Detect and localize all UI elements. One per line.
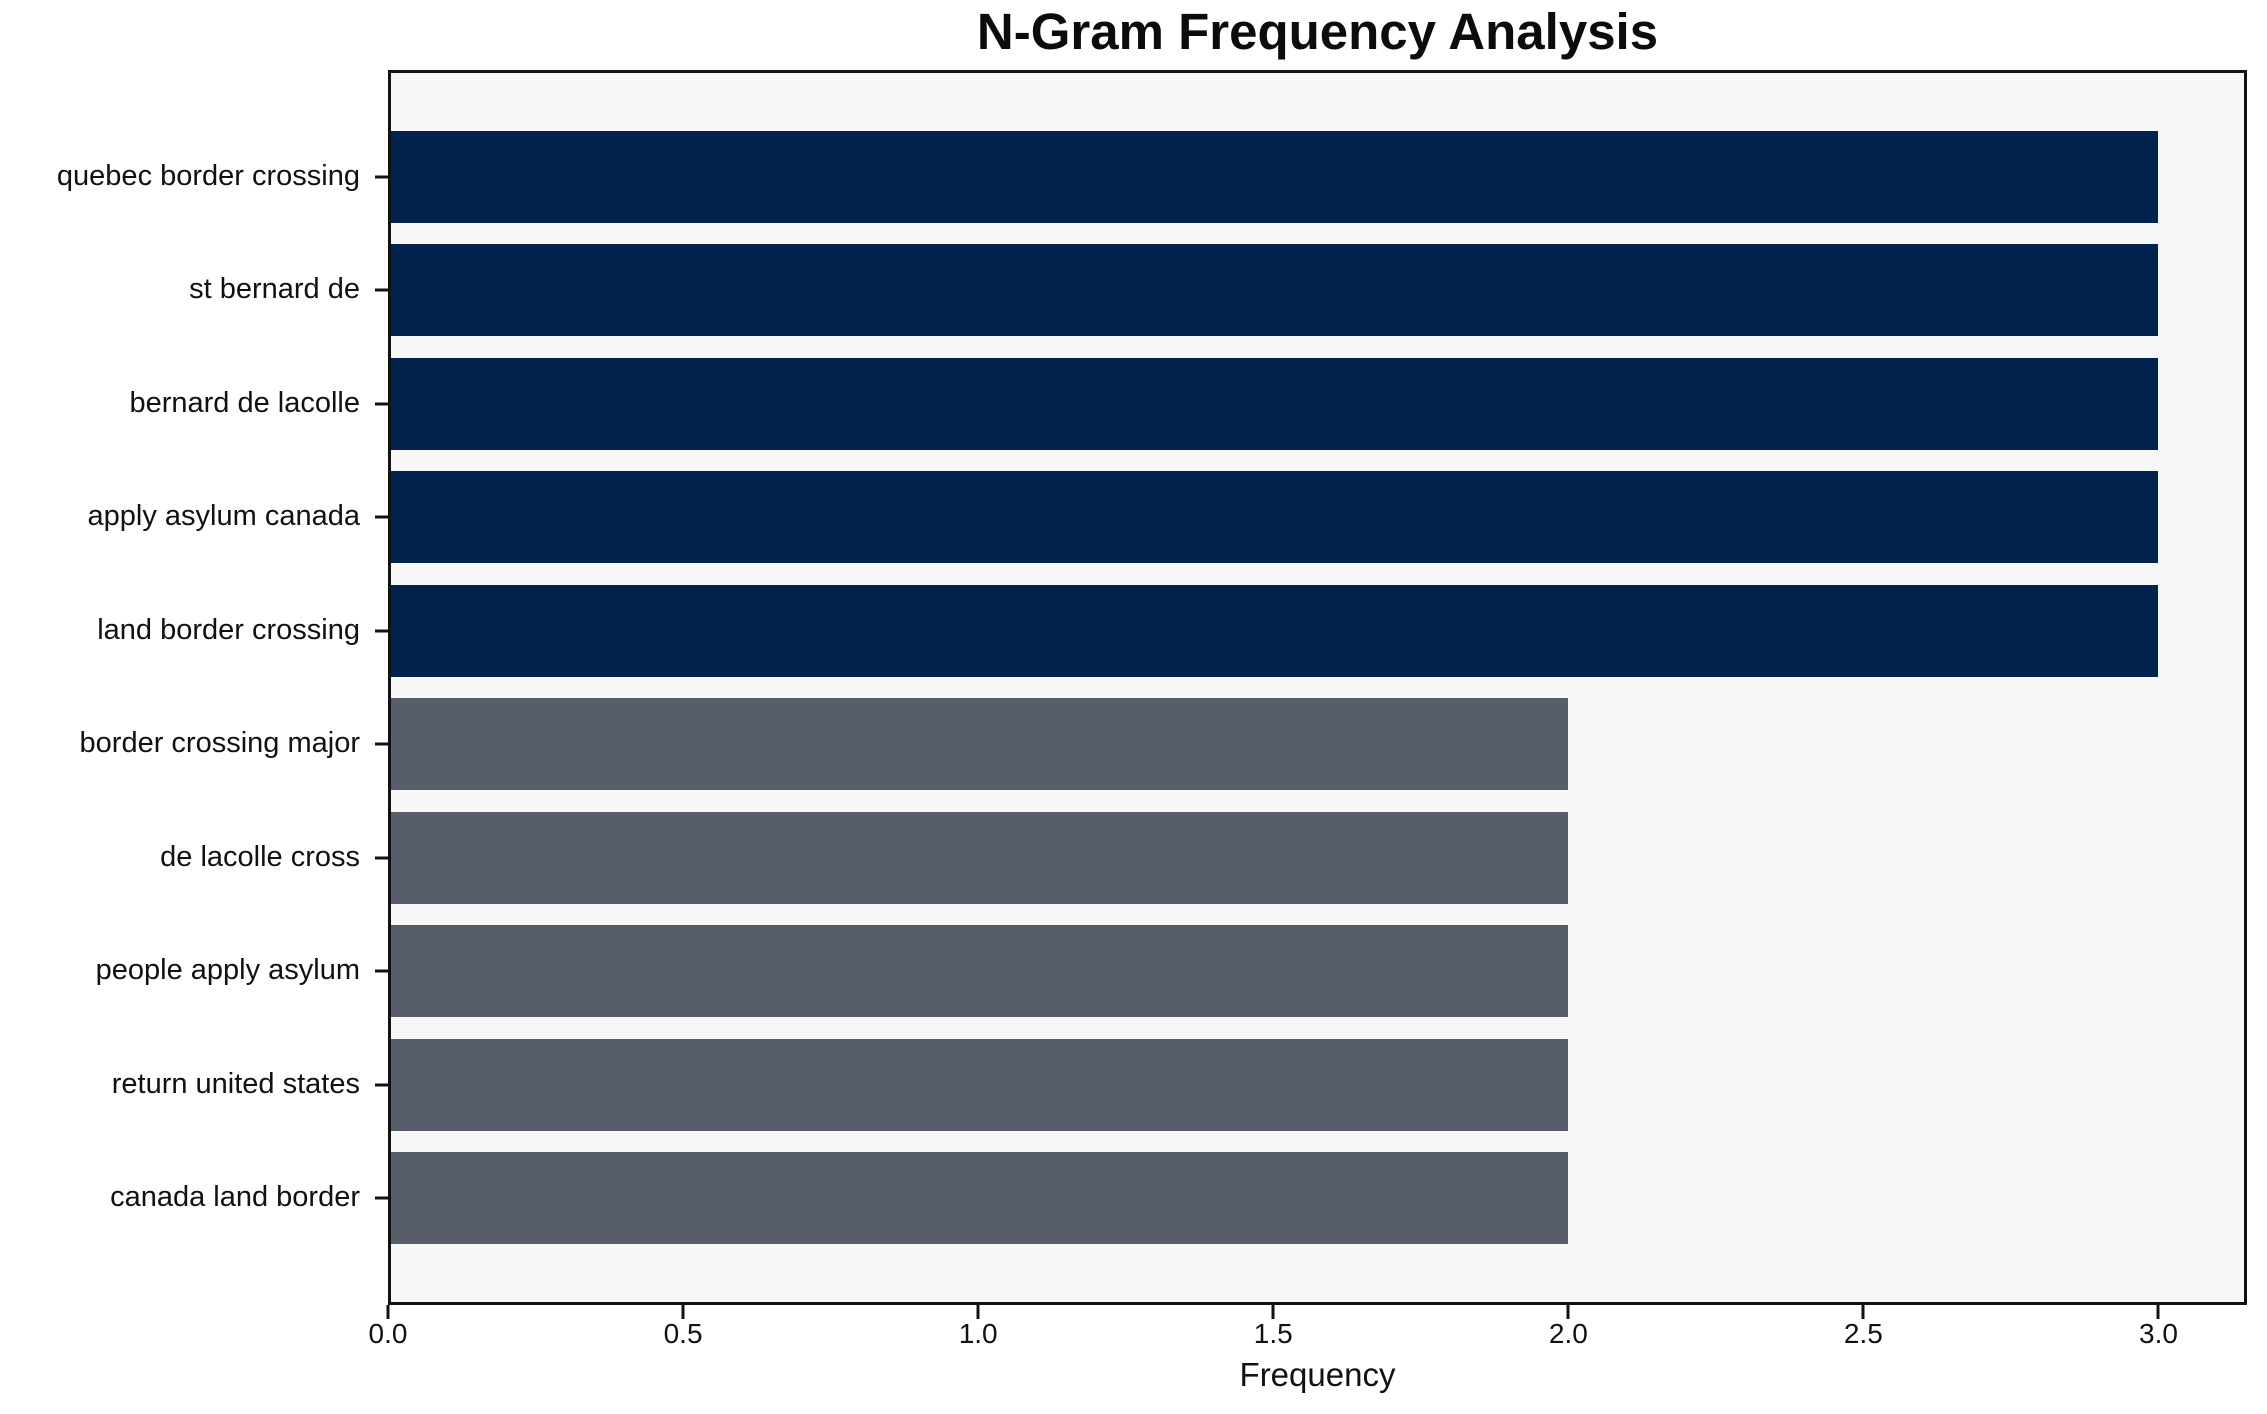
x-tick-label: 0.5 xyxy=(663,1318,703,1349)
x-tick-label: 1.5 xyxy=(1253,1318,1293,1349)
y-tick-mark xyxy=(375,515,388,519)
bar xyxy=(391,1038,1569,1131)
bar xyxy=(391,925,1569,1018)
y-tick-label: canada land border xyxy=(110,1181,360,1214)
x-tick-mark xyxy=(681,1305,685,1319)
bar xyxy=(391,130,2159,223)
y-tick-mark xyxy=(375,288,388,292)
y-tick-mark xyxy=(375,1196,388,1200)
x-tick-mark xyxy=(2156,1305,2160,1319)
y-tick-label: land border crossing xyxy=(97,613,360,646)
y-tick-label: return united states xyxy=(111,1067,360,1100)
x-tick-label: 0.0 xyxy=(368,1318,408,1349)
y-tick-mark xyxy=(375,856,388,860)
y-tick-label: people apply asylum xyxy=(95,954,360,987)
y-tick-label: bernard de lacolle xyxy=(129,386,360,419)
y-tick-mark xyxy=(375,402,388,406)
x-tick-mark xyxy=(386,1305,390,1319)
x-tick-mark xyxy=(1566,1305,1570,1319)
x-tick-mark xyxy=(976,1305,980,1319)
x-axis-label: Frequency xyxy=(1239,1356,1396,1393)
bar xyxy=(391,471,2159,564)
y-tick-label: border crossing major xyxy=(79,727,360,760)
x-tick-mark xyxy=(1861,1305,1865,1319)
y-tick-mark xyxy=(375,969,388,973)
bar xyxy=(391,1152,1569,1245)
bar xyxy=(391,584,2159,677)
y-tick-label: st bernard de xyxy=(189,273,360,306)
bar xyxy=(391,244,2159,337)
y-tick-mark xyxy=(375,742,388,746)
chart-title: N-Gram Frequency Analysis xyxy=(976,3,1659,60)
y-tick-label: apply asylum canada xyxy=(87,500,360,533)
y-tick-label: de lacolle cross xyxy=(160,840,360,873)
y-tick-mark xyxy=(375,629,388,633)
y-tick-mark xyxy=(375,175,388,179)
bar xyxy=(391,811,1569,904)
bar xyxy=(391,698,1569,791)
x-tick-label: 2.0 xyxy=(1548,1318,1588,1349)
y-tick-mark xyxy=(375,1083,388,1087)
x-tick-label: 3.0 xyxy=(2139,1318,2178,1349)
bar xyxy=(391,357,2159,450)
x-tick-mark xyxy=(1271,1305,1275,1319)
x-tick-label: 1.0 xyxy=(958,1318,998,1349)
x-tick-label: 2.5 xyxy=(1843,1318,1883,1349)
y-tick-label: quebec border crossing xyxy=(56,159,360,192)
